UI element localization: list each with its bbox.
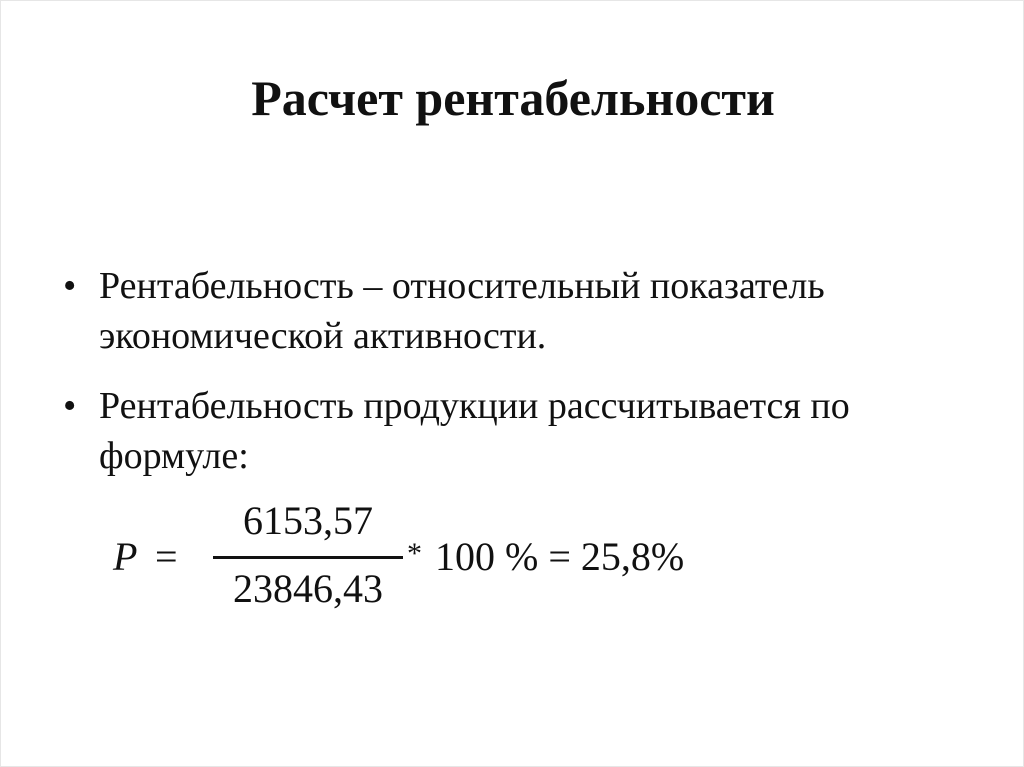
bullet-icon: • [63, 385, 77, 427]
formula-result: 100 % = 25,8% [435, 534, 685, 579]
formula-multiply: * [407, 537, 422, 570]
formula-equals: = [155, 534, 178, 579]
bullet-icon: • [63, 265, 77, 307]
formula-numerator: 6153,57 [243, 498, 373, 543]
slide-title: Расчет рентабельности [251, 70, 775, 126]
formula-denominator: 23846,43 [233, 566, 383, 611]
bullet-text: Рентабельность продукции рассчитывается … [99, 385, 850, 477]
fraction-line [213, 556, 403, 559]
bullet-text: Рентабельность – относительный показател… [99, 265, 825, 357]
formula-variable: P [113, 534, 138, 579]
